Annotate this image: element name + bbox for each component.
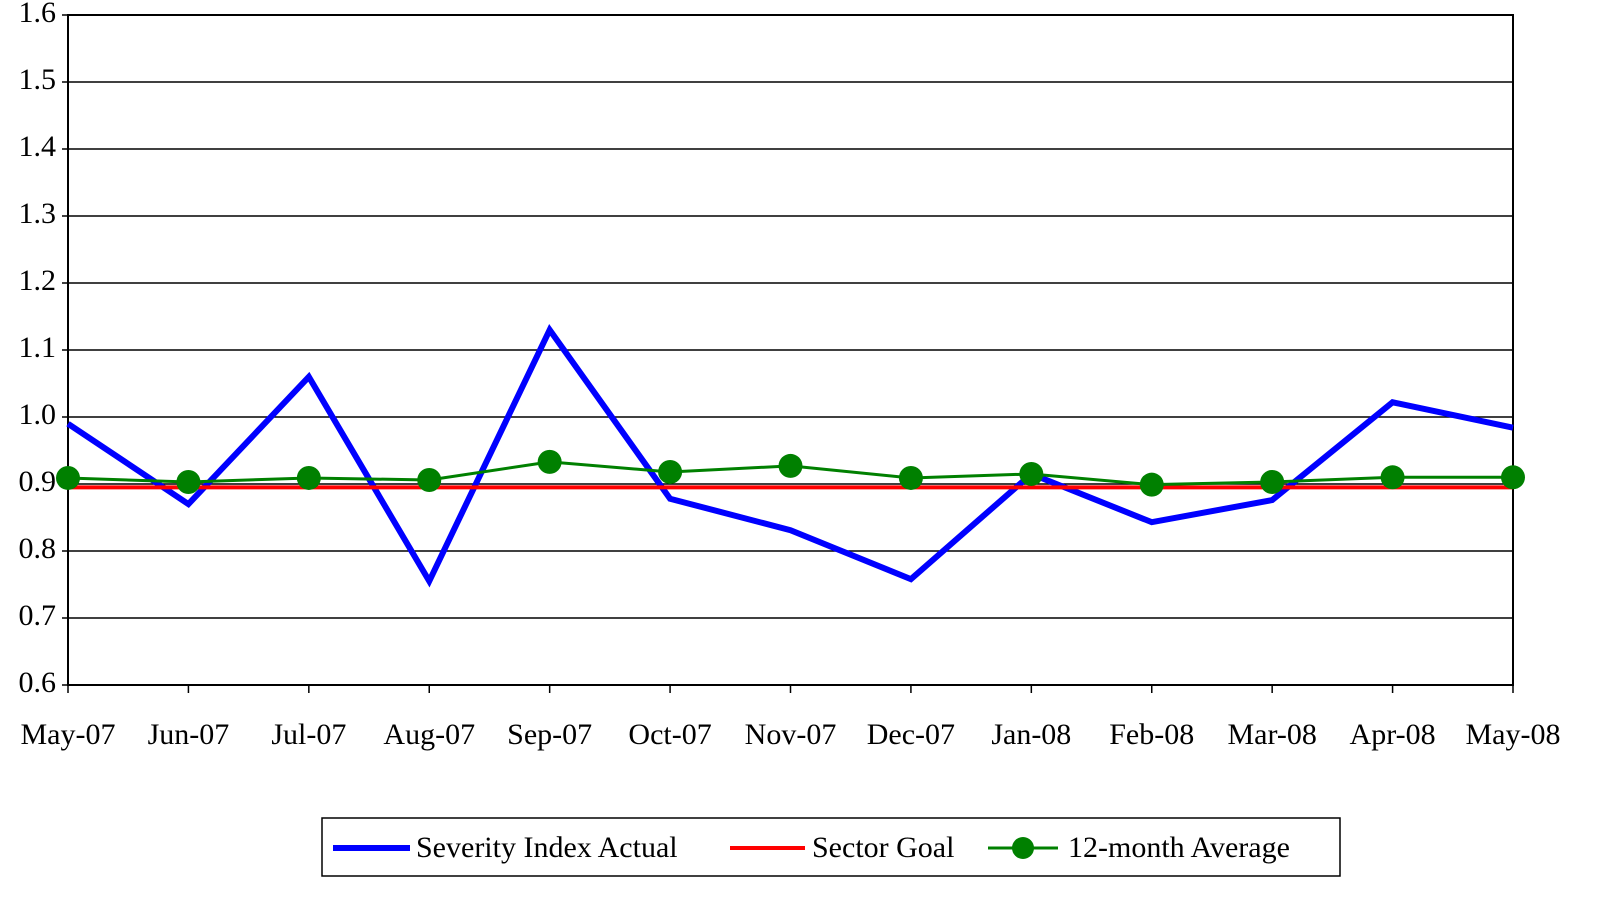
y-tick-label: 1.4 bbox=[19, 130, 57, 163]
legend-label: 12-month Average bbox=[1068, 831, 1290, 864]
x-tick-label: Aug-07 bbox=[383, 718, 475, 751]
x-tick-label: Dec-07 bbox=[867, 718, 955, 751]
marker bbox=[56, 465, 80, 490]
x-tick-label: Jul-07 bbox=[271, 718, 346, 751]
y-tick-label: 0.7 bbox=[19, 599, 57, 632]
legend-marker bbox=[1012, 837, 1034, 859]
marker bbox=[537, 449, 562, 474]
y-tick-label: 0.9 bbox=[19, 465, 57, 498]
x-tick-label: Nov-07 bbox=[745, 718, 837, 751]
x-tick-label: May-08 bbox=[1466, 718, 1561, 751]
marker bbox=[296, 465, 321, 490]
x-tick-label: Jun-07 bbox=[148, 718, 230, 751]
marker bbox=[1139, 472, 1164, 497]
legend-label: Sector Goal bbox=[812, 831, 954, 864]
x-tick-label: Oct-07 bbox=[628, 718, 711, 751]
series-line bbox=[66, 324, 1514, 588]
x-tick-label: Sep-07 bbox=[507, 718, 592, 751]
legend-box bbox=[321, 817, 1341, 877]
marker bbox=[176, 469, 201, 494]
x-tick-label: Mar-08 bbox=[1227, 718, 1316, 751]
marker bbox=[1501, 465, 1525, 490]
y-tick-label: 1.1 bbox=[19, 331, 57, 364]
marker bbox=[898, 465, 923, 490]
marker bbox=[1019, 461, 1044, 486]
y-tick-label: 0.6 bbox=[19, 666, 57, 699]
x-tick-label: Apr-08 bbox=[1350, 718, 1436, 751]
y-tick-label: 1.3 bbox=[19, 197, 57, 230]
y-tick-label: 1.2 bbox=[19, 264, 57, 297]
marker bbox=[1380, 465, 1405, 490]
x-tick-label: Jan-08 bbox=[991, 718, 1071, 751]
x-tick-label: Feb-08 bbox=[1109, 718, 1194, 751]
marker bbox=[658, 459, 683, 484]
y-tick-label: 1.6 bbox=[19, 0, 57, 29]
y-tick-label: 1.5 bbox=[19, 63, 57, 96]
legend-label: Severity Index Actual bbox=[416, 831, 678, 864]
y-tick-label: 1.0 bbox=[19, 398, 57, 431]
marker bbox=[1260, 469, 1285, 494]
marker bbox=[778, 453, 803, 478]
marker bbox=[417, 467, 442, 492]
x-tick-label: May-07 bbox=[21, 718, 116, 751]
y-tick-label: 0.8 bbox=[19, 532, 57, 565]
